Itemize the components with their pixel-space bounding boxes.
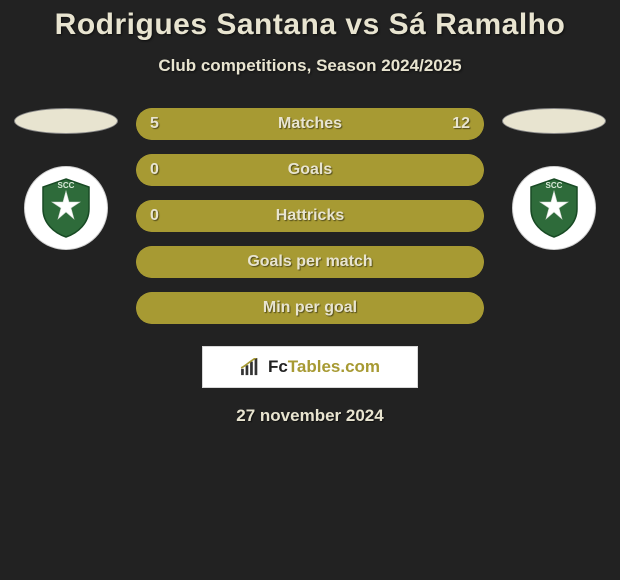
stat-bar: 0 Hattricks (136, 200, 484, 232)
club-crest-icon: SCC (521, 175, 587, 241)
left-player-avatar (14, 108, 118, 134)
stat-value-left: 0 (150, 161, 159, 179)
left-player-col: SCC (14, 108, 118, 250)
svg-text:SCC: SCC (546, 181, 563, 190)
date-line: 27 november 2024 (0, 406, 620, 426)
attribution-text: FcTables.com (268, 357, 380, 377)
subtitle: Club competitions, Season 2024/2025 (0, 56, 620, 76)
bars-chart-icon (240, 358, 262, 376)
stat-bar: Goals per match (136, 246, 484, 278)
stat-label: Matches (278, 115, 342, 133)
stat-value-right: 12 (452, 115, 470, 133)
page-title: Rodrigues Santana vs Sá Ramalho (0, 8, 620, 42)
stat-bar: 5 12 Matches (136, 108, 484, 140)
stat-label: Hattricks (276, 207, 344, 225)
stat-bar: 0 Goals (136, 154, 484, 186)
bar-fill-right (237, 108, 484, 140)
stat-label: Goals (288, 161, 332, 179)
right-club-badge: SCC (512, 166, 596, 250)
attribution-box: FcTables.com (202, 346, 418, 388)
right-player-avatar (502, 108, 606, 134)
right-player-col: SCC (502, 108, 606, 250)
stat-label: Goals per match (247, 253, 372, 271)
stat-label: Min per goal (263, 299, 357, 317)
stat-value-left: 0 (150, 207, 159, 225)
svg-text:SCC: SCC (58, 181, 75, 190)
stats-bars: 5 12 Matches 0 Goals 0 Hattricks Goals per matc… (136, 108, 484, 324)
brand-prefix: Fc (268, 357, 288, 376)
main-row: SCC 5 12 Matches 0 Goals 0 Hattricks Goals per … (0, 108, 620, 324)
left-club-badge: SCC (24, 166, 108, 250)
club-crest-icon: SCC (33, 175, 99, 241)
stat-bar: Min per goal (136, 292, 484, 324)
stat-value-left: 5 (150, 115, 159, 133)
comparison-card: Rodrigues Santana vs Sá Ramalho Club com… (0, 0, 620, 426)
brand-suffix: Tables.com (288, 357, 380, 376)
